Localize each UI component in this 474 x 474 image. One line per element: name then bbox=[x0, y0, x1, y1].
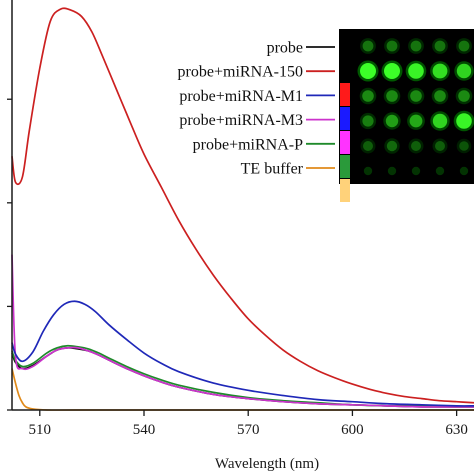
inset-dot bbox=[362, 90, 374, 102]
dot-array-inset bbox=[339, 29, 474, 202]
x-tick-label: 600 bbox=[341, 422, 364, 438]
inset-color-swatch bbox=[340, 59, 350, 82]
legend-label: probe bbox=[267, 40, 303, 57]
inset-dot bbox=[384, 63, 400, 79]
inset-dot bbox=[435, 141, 445, 151]
inset-color-swatch bbox=[340, 83, 350, 106]
inset-dot bbox=[434, 40, 446, 52]
series-layer bbox=[11, 7, 474, 411]
inset-dot bbox=[408, 63, 424, 79]
series-line-probe-mirna-150 bbox=[11, 7, 474, 404]
inset-dot bbox=[385, 114, 399, 128]
x-tick-label: 510 bbox=[29, 422, 52, 438]
inset-dot bbox=[456, 63, 472, 79]
legend-label: probe+miRNA-M3 bbox=[179, 112, 303, 129]
x-tick-label: 630 bbox=[445, 422, 468, 438]
inset-dot bbox=[435, 166, 445, 176]
inset-dot bbox=[434, 90, 446, 102]
inset-dot bbox=[458, 40, 470, 52]
inset-dot bbox=[459, 141, 469, 151]
legend-label: probe+miRNA-M1 bbox=[179, 88, 303, 105]
inset-color-swatch bbox=[340, 131, 350, 154]
legend-label: TE buffer bbox=[241, 161, 304, 178]
inset-dot bbox=[386, 140, 398, 152]
inset-dot bbox=[386, 40, 398, 52]
inset-dot bbox=[387, 166, 397, 176]
inset-dot bbox=[360, 63, 376, 79]
inset-dot bbox=[456, 113, 472, 129]
legend-label: probe+miRNA-150 bbox=[178, 64, 303, 81]
x-tick-label: 570 bbox=[237, 422, 260, 438]
inset-dot bbox=[410, 40, 422, 52]
series-line-probe-mirna-m3 bbox=[11, 254, 474, 408]
inset-dot bbox=[362, 115, 374, 127]
inset-dot bbox=[459, 166, 469, 176]
x-tick-label: 540 bbox=[133, 422, 156, 438]
inset-dot bbox=[363, 166, 373, 176]
inset-dot bbox=[409, 114, 423, 128]
inset-color-swatch bbox=[340, 179, 350, 202]
inset-dot bbox=[458, 90, 470, 102]
inset-color-swatch bbox=[340, 155, 350, 178]
inset-dot bbox=[362, 40, 374, 52]
legend-label: probe+miRNA-P bbox=[193, 136, 303, 153]
inset-background bbox=[339, 29, 474, 184]
series-line-probe-mirna-m1 bbox=[11, 300, 474, 407]
x-axis-title: Wavelength (nm) bbox=[215, 456, 319, 472]
axes-layer bbox=[11, 0, 474, 411]
legend: probe probe+miRNA-150 probe+miRNA-M1 probe+… bbox=[178, 40, 335, 178]
inset-color-swatch bbox=[340, 107, 350, 130]
inset-dot bbox=[410, 90, 422, 102]
inset-dot bbox=[432, 113, 448, 129]
inset-dot bbox=[386, 90, 398, 102]
inset-dot bbox=[363, 141, 373, 151]
y-ticks bbox=[7, 98, 12, 411]
inset-dot bbox=[411, 166, 421, 176]
inset-dot bbox=[432, 63, 448, 79]
inset-dot bbox=[411, 141, 421, 151]
x-ticks: 510 540 570 600 630 bbox=[29, 410, 468, 438]
